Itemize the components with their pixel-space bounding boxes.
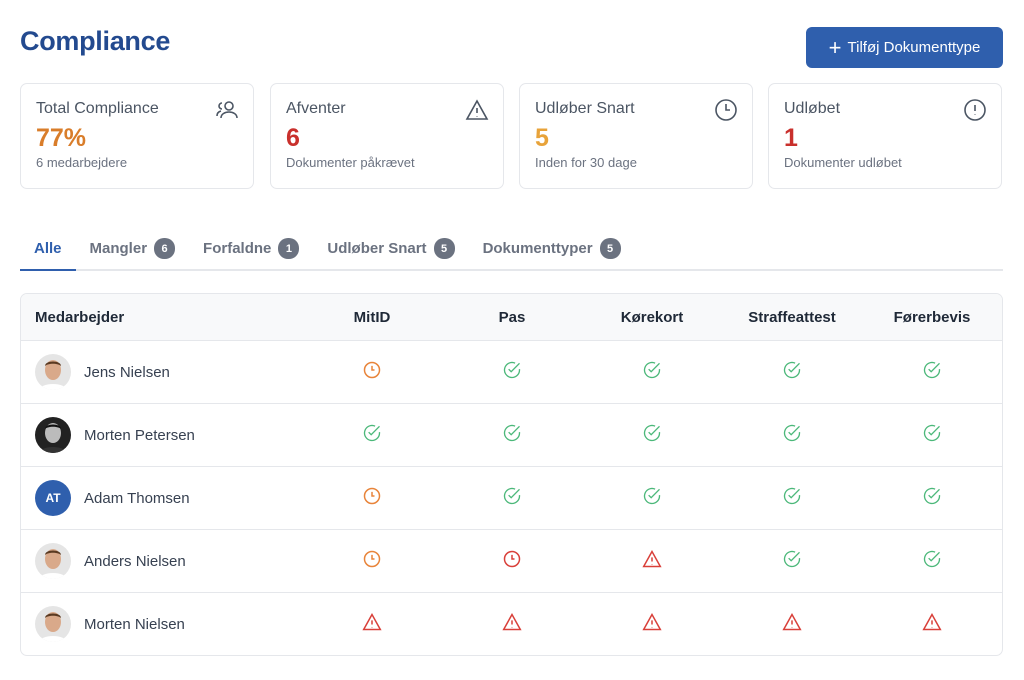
- tabs: Alle Mangler 6 Forfaldne 1 Udløber Snart 5 Doku…: [20, 228, 1003, 271]
- column-header: MitID: [353, 308, 391, 326]
- stat-card: Afventer 6 Dokumenter påkrævet: [270, 83, 504, 189]
- status-ok-check-circle-icon[interactable]: [922, 486, 942, 511]
- count-badge: 5: [599, 238, 621, 259]
- avatar: AT: [35, 480, 71, 516]
- column-header: Medarbejder: [35, 308, 125, 326]
- employee-name[interactable]: Jens Nielsen: [84, 363, 170, 381]
- status-ok-check-circle-icon[interactable]: [642, 486, 662, 511]
- status-missing-warning-icon[interactable]: [642, 549, 662, 574]
- column-header: Straffeattest: [748, 308, 836, 326]
- column-header: Pas: [498, 308, 526, 326]
- status-ok-check-circle-icon[interactable]: [502, 423, 522, 448]
- avatar: [35, 354, 71, 390]
- status-missing-warning-icon[interactable]: [642, 612, 662, 637]
- clock-icon: [714, 98, 738, 122]
- tab-dokumenttyper[interactable]: Dokumenttyper 5: [469, 228, 635, 269]
- table-header: Medarbejder MitID Pas Kørekort Straffeattest…: [21, 294, 1002, 340]
- status-pending-clock-icon[interactable]: [362, 486, 382, 511]
- employee-name[interactable]: Morten Petersen: [84, 426, 195, 444]
- table-row[interactable]: AT Adam Thomsen: [21, 466, 1002, 529]
- status-ok-check-circle-icon[interactable]: [922, 360, 942, 385]
- status-ok-check-circle-icon[interactable]: [782, 486, 802, 511]
- table-row[interactable]: Morten Nielsen: [21, 592, 1002, 655]
- status-ok-check-circle-icon[interactable]: [642, 360, 662, 385]
- table-row[interactable]: Jens Nielsen: [21, 340, 1002, 403]
- status-ok-check-circle-icon[interactable]: [642, 423, 662, 448]
- status-missing-warning-icon[interactable]: [922, 612, 942, 637]
- status-ok-check-circle-icon[interactable]: [362, 423, 382, 448]
- employee-name[interactable]: Morten Nielsen: [84, 615, 185, 633]
- alert-circle-icon: [963, 98, 987, 122]
- users-icon: [215, 98, 239, 122]
- status-ok-check-circle-icon[interactable]: [782, 423, 802, 448]
- status-ok-check-circle-icon[interactable]: [922, 549, 942, 574]
- tab-mangler[interactable]: Mangler 6: [76, 228, 190, 269]
- status-ok-check-circle-icon[interactable]: [782, 360, 802, 385]
- avatar: [35, 417, 71, 453]
- page-title: Compliance: [20, 26, 171, 56]
- stat-card: Udløber Snart 5 Inden for 30 dage: [519, 83, 753, 189]
- tab-forfaldne[interactable]: Forfaldne 1: [189, 228, 313, 269]
- column-header: Kørekort: [620, 308, 684, 326]
- stat-card: Total Compliance 77% 6 medarbejdere: [20, 83, 254, 189]
- status-missing-warning-icon[interactable]: [362, 612, 382, 637]
- status-ok-check-circle-icon[interactable]: [502, 360, 522, 385]
- stat-card: Udløbet 1 Dokumenter udløbet: [768, 83, 1002, 189]
- table-row[interactable]: Anders Nielsen: [21, 529, 1002, 592]
- avatar: [35, 543, 71, 579]
- plus-icon: +: [828, 34, 842, 60]
- status-ok-check-circle-icon[interactable]: [922, 423, 942, 448]
- compliance-table: Medarbejder MitID Pas Kørekort Straffeattest…: [20, 293, 1003, 656]
- count-badge: 1: [278, 238, 300, 259]
- column-header: Førerbevis: [893, 308, 971, 326]
- warning-icon: [465, 98, 489, 122]
- status-ok-check-circle-icon[interactable]: [502, 486, 522, 511]
- status-expired-clock-icon[interactable]: [502, 549, 522, 574]
- employee-name[interactable]: Anders Nielsen: [84, 552, 186, 570]
- status-pending-clock-icon[interactable]: [362, 360, 382, 385]
- add-document-type-button[interactable]: + Tilføj Dokumenttype: [806, 27, 1003, 68]
- status-missing-warning-icon[interactable]: [502, 612, 522, 637]
- tab-udløber-snart[interactable]: Udløber Snart 5: [313, 228, 468, 269]
- avatar: [35, 606, 71, 642]
- status-pending-clock-icon[interactable]: [362, 549, 382, 574]
- table-row[interactable]: Morten Petersen: [21, 403, 1002, 466]
- count-badge: 6: [154, 238, 176, 259]
- employee-name[interactable]: Adam Thomsen: [84, 489, 190, 507]
- tab-alle[interactable]: Alle: [20, 228, 76, 271]
- status-missing-warning-icon[interactable]: [782, 612, 802, 637]
- count-badge: 5: [433, 238, 455, 259]
- status-ok-check-circle-icon[interactable]: [782, 549, 802, 574]
